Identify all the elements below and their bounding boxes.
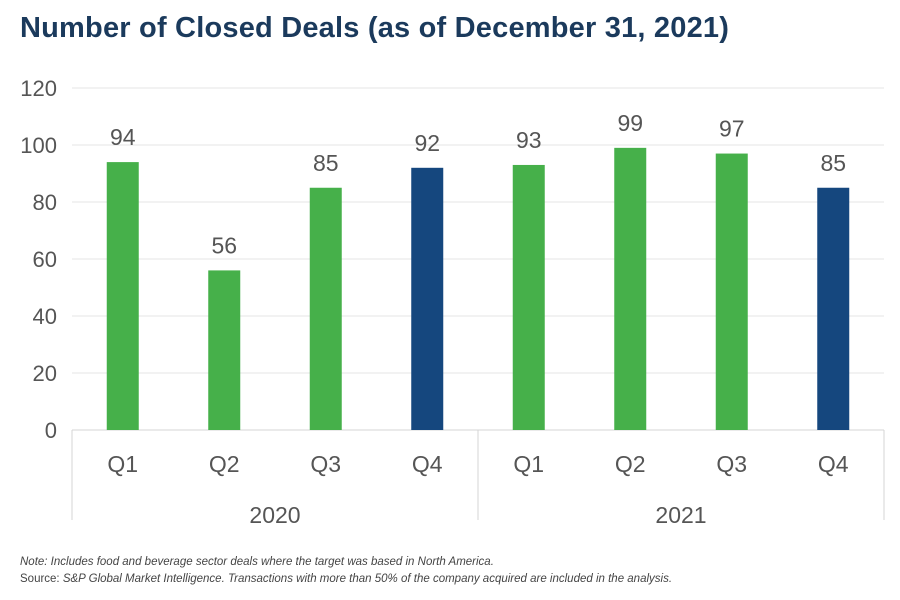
x-tick-label: Q1 <box>107 451 138 477</box>
chart-source: Source: S&P Global Market Intelligence. … <box>20 573 672 585</box>
data-label: 85 <box>313 150 339 176</box>
x-group-label: 2020 <box>249 502 300 528</box>
bar <box>715 153 748 431</box>
bar <box>411 167 444 431</box>
y-tick-label: 20 <box>33 361 57 386</box>
chart-title: Number of Closed Deals (as of December 3… <box>20 12 730 44</box>
bar <box>309 187 342 430</box>
x-tick-label: Q1 <box>513 451 544 477</box>
data-label: 99 <box>617 110 643 136</box>
chart-note: Note: Includes food and beverage sector … <box>20 556 494 568</box>
bar <box>614 147 647 430</box>
y-tick-label: 60 <box>33 247 57 272</box>
data-label: 56 <box>211 232 237 258</box>
x-tick-label: Q3 <box>310 451 341 477</box>
x-tick-label: Q4 <box>818 451 849 477</box>
y-tick-label: 120 <box>20 76 57 101</box>
y-tick-label: 0 <box>45 418 57 443</box>
x-group-label: 2021 <box>655 502 706 528</box>
data-label: 97 <box>719 116 745 142</box>
bar <box>512 164 545 430</box>
x-tick-label: Q4 <box>412 451 443 477</box>
x-tick-label: Q2 <box>615 451 646 477</box>
bar <box>817 187 850 430</box>
data-label: 93 <box>516 127 542 153</box>
x-tick-label: Q2 <box>209 451 240 477</box>
bar <box>106 162 139 430</box>
data-label: 85 <box>820 150 846 176</box>
y-tick-label: 100 <box>20 133 57 158</box>
source-label: Source: <box>20 573 60 585</box>
y-tick-label: 40 <box>33 304 57 329</box>
data-label: 94 <box>110 124 136 150</box>
bar-chart: 0 20 40 60 80 100 120 94 Q1 56 Q2 85 Q3 92 Q4 2020 93 Q1 9… <box>20 76 885 528</box>
y-tick-label: 80 <box>33 190 57 215</box>
x-tick-label: Q3 <box>716 451 747 477</box>
data-label: 92 <box>414 130 440 156</box>
bar <box>208 270 241 430</box>
source-text: S&P Global Market Intelligence. Transact… <box>62 573 673 585</box>
